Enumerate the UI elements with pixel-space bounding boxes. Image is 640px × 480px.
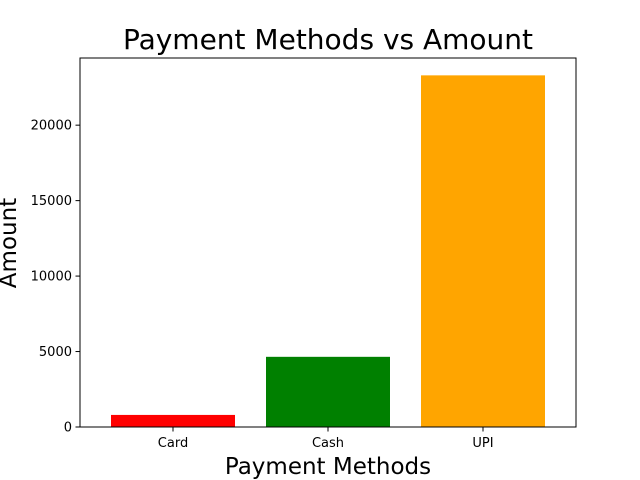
- y-tick-label: 5000: [39, 345, 72, 360]
- bar-cash: [266, 356, 390, 427]
- bar-card: [111, 414, 235, 427]
- y-tick-label: 20000: [31, 119, 72, 134]
- y-tick-label: 0: [64, 421, 72, 436]
- chart-title: Payment Methods vs Amount: [123, 23, 533, 56]
- y-axis-title: Amount: [0, 198, 22, 288]
- y-tick-label: 15000: [31, 194, 72, 209]
- y-tick-label: 10000: [31, 270, 72, 285]
- x-tick-label-card: Card: [158, 436, 188, 451]
- x-axis-title: Payment Methods: [225, 454, 431, 480]
- plot-area: [111, 75, 545, 427]
- bar-upi: [421, 75, 545, 427]
- x-tick-label-upi: UPI: [472, 436, 493, 451]
- x-axis: Card Cash UPI: [158, 427, 494, 451]
- y-axis: 0 5000 10000 15000 20000: [31, 119, 80, 436]
- x-tick-label-cash: Cash: [312, 436, 344, 451]
